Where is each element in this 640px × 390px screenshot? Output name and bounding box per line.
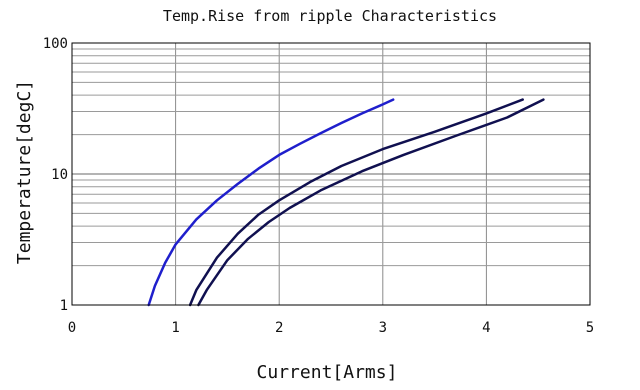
x-tick-label: 2 xyxy=(275,320,283,336)
y-tick-labels: 1 10 100 xyxy=(43,36,68,314)
y-tick-label: 100 xyxy=(43,36,68,52)
y-axis-label: Temperature[degC] xyxy=(14,80,35,264)
x-tick-label: 1 xyxy=(171,320,179,336)
x-tick-label: 4 xyxy=(482,320,490,336)
x-axis-label: Current[Arms] xyxy=(257,362,398,383)
series-line-3 xyxy=(197,98,545,307)
plot-frame xyxy=(71,42,591,306)
series-line-2 xyxy=(188,98,524,307)
x-tick-label: 3 xyxy=(379,320,387,336)
chart-title: Temp.Rise from ripple Characteristics xyxy=(163,7,497,25)
x-tick-labels: 0 1 2 3 4 5 xyxy=(68,320,594,336)
series-lines xyxy=(147,98,545,307)
y-tick-label: 1 xyxy=(60,298,68,314)
y-tick-label: 10 xyxy=(51,167,68,183)
series-line-1 xyxy=(147,98,395,307)
x-tick-label: 0 xyxy=(68,320,76,336)
x-tick-label: 5 xyxy=(586,320,594,336)
grid xyxy=(72,43,590,305)
